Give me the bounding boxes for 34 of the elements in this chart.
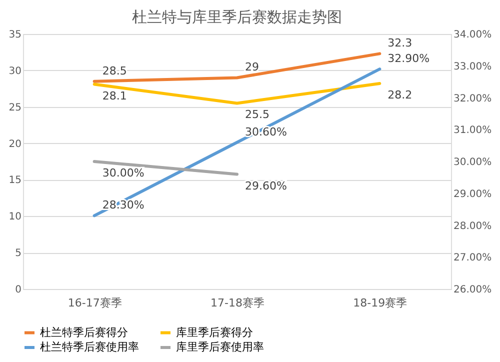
y-tick-label: 5 bbox=[15, 248, 22, 260]
data-label: 32.90% bbox=[388, 52, 430, 66]
y-tick-label: 35 bbox=[8, 30, 22, 40]
y-tick-label: 0 bbox=[15, 284, 22, 296]
y-tick-label: 30 bbox=[8, 66, 22, 77]
legend-label: 杜兰特季后赛得分 bbox=[40, 326, 128, 339]
data-label: 28.2 bbox=[388, 88, 412, 102]
data-label: 29.60% bbox=[245, 179, 287, 192]
legend-label: 库里季后赛得分 bbox=[176, 326, 253, 339]
data-label: 25.5 bbox=[245, 108, 270, 122]
y2-tick-label: 33.00% bbox=[454, 61, 492, 72]
y-tick-label: 10 bbox=[8, 212, 22, 223]
y2-tick-label: 27.00% bbox=[454, 252, 492, 264]
x-tick-label: 18-19赛季 bbox=[353, 296, 408, 310]
chart-title: 杜兰特与库里季后赛数据走势图 bbox=[132, 8, 342, 26]
data-label: 28.5 bbox=[102, 64, 127, 78]
data-label: 29 bbox=[245, 60, 259, 74]
y2-tick-label: 29.00% bbox=[454, 188, 492, 200]
data-label: 32.3 bbox=[388, 36, 412, 50]
y-tick-label: 15 bbox=[8, 175, 22, 186]
data-label: 28.1 bbox=[102, 89, 127, 102]
y2-tick-label: 28.00% bbox=[454, 220, 492, 232]
x-tick-label: 16-17赛季 bbox=[68, 296, 122, 310]
y2-tick-label: 31.00% bbox=[454, 125, 492, 136]
legend-label: 杜兰特季后赛使用率 bbox=[40, 340, 139, 354]
data-label: 30.00% bbox=[102, 166, 144, 180]
legend-label: 库里季后赛使用率 bbox=[176, 340, 264, 354]
y-tick-label: 25 bbox=[8, 102, 22, 114]
x-tick-label: 17-18赛季 bbox=[210, 296, 264, 310]
y2-tick-label: 34.00% bbox=[454, 30, 492, 40]
y2-tick-label: 30.00% bbox=[454, 157, 492, 168]
y2-tick-label: 32.00% bbox=[454, 93, 492, 104]
y-tick-label: 20 bbox=[8, 138, 22, 150]
y2-tick-label: 26.00% bbox=[454, 284, 492, 296]
